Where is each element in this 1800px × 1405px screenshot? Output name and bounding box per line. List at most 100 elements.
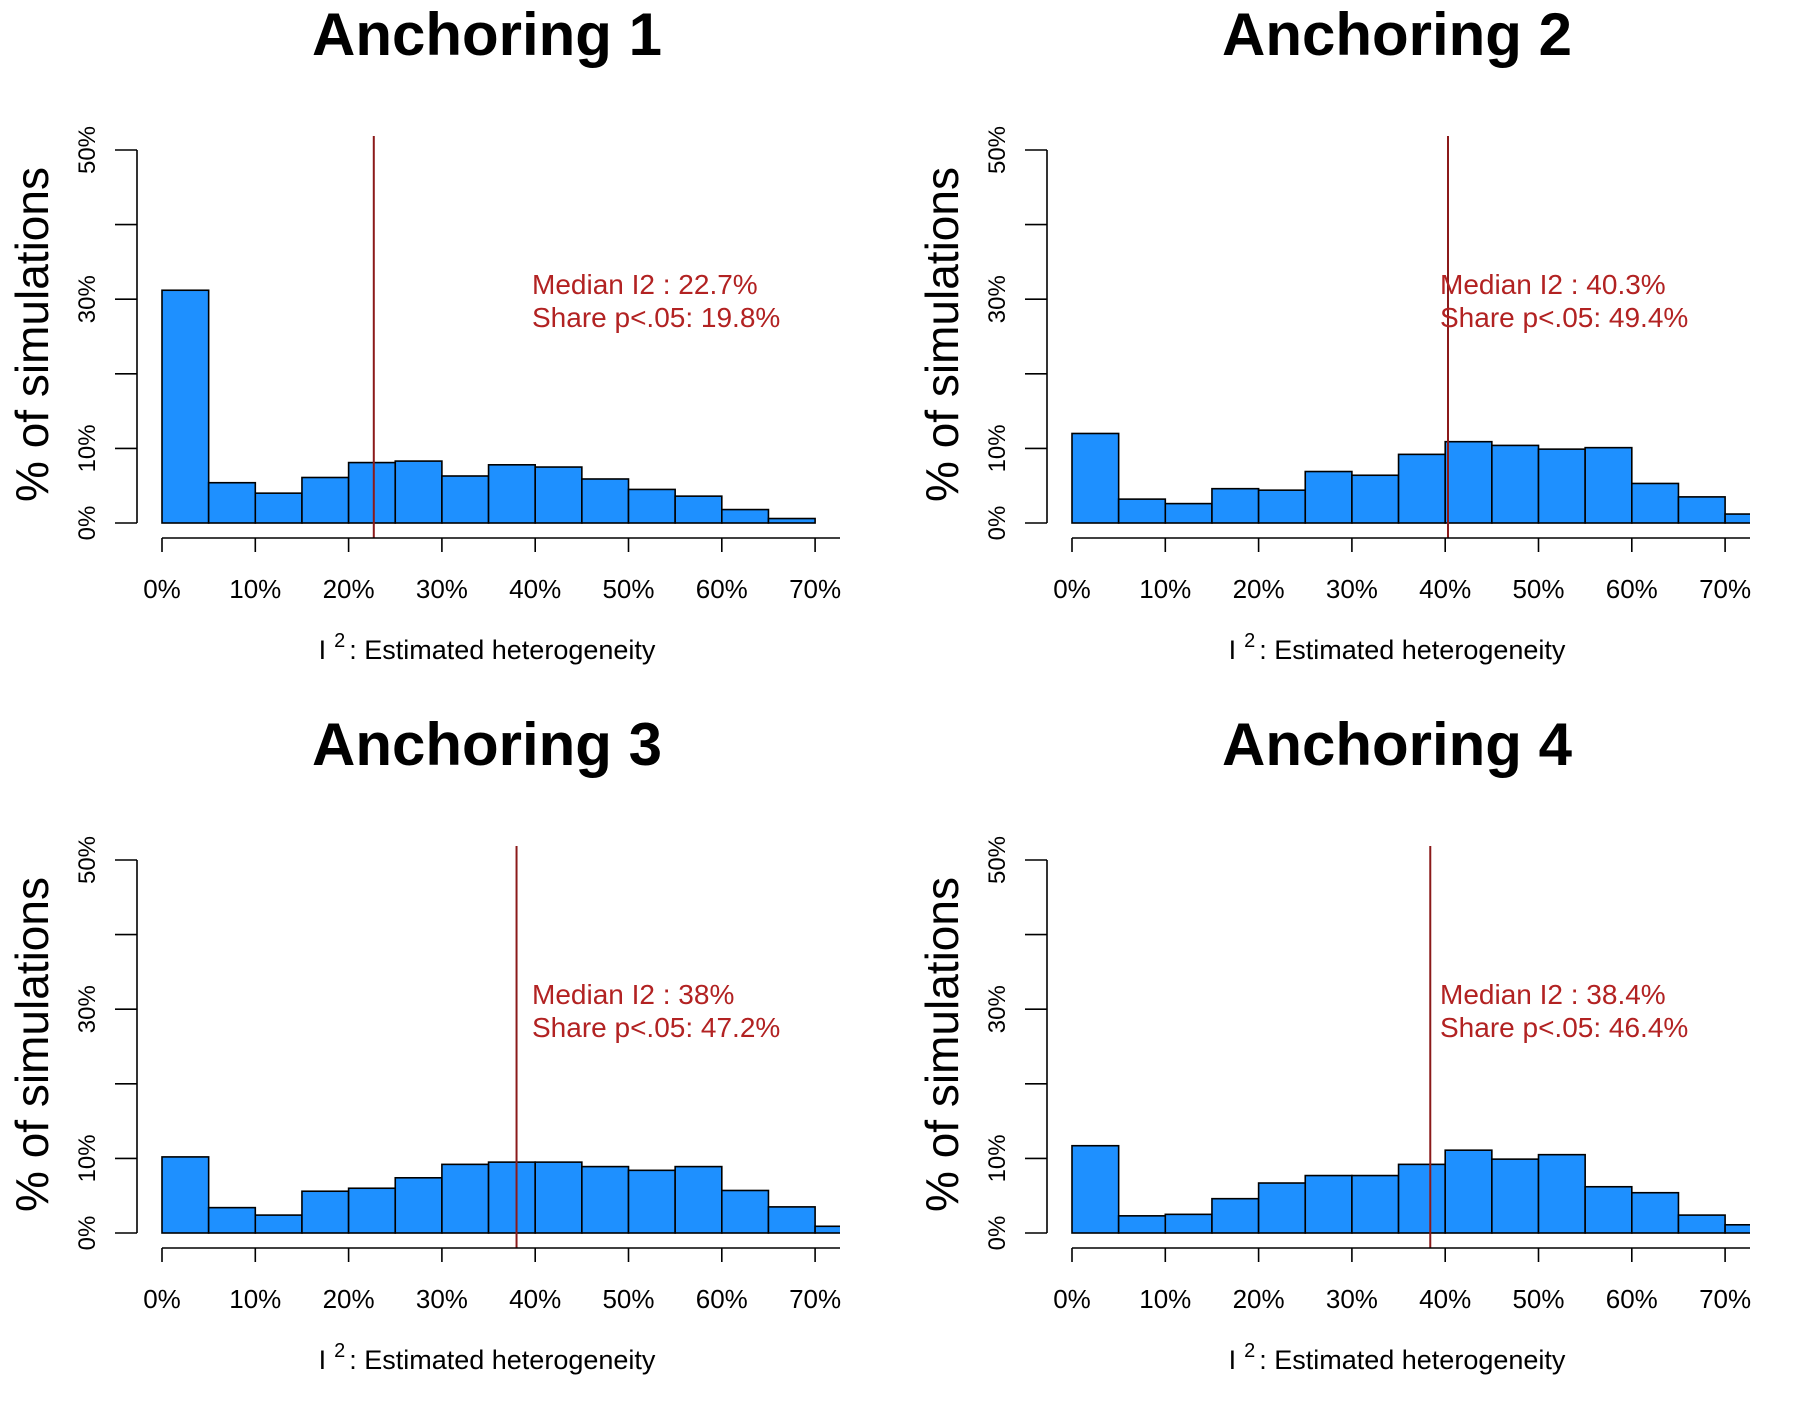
histogram-bar xyxy=(767,1206,816,1234)
histogram-bar xyxy=(1491,444,1540,524)
histogram-bar xyxy=(1491,1158,1540,1234)
histogram-bar xyxy=(301,1190,350,1234)
histogram-bar xyxy=(441,475,490,524)
median-annotation: Median I2 : 22.7% xyxy=(532,269,758,300)
x-tick-label: 20% xyxy=(1233,1284,1285,1314)
histogram-bar xyxy=(347,1187,397,1234)
histogram-bar xyxy=(1584,446,1633,524)
histogram-bar xyxy=(674,1165,723,1234)
histogram-bar xyxy=(207,1206,257,1234)
x-tick-label: 10% xyxy=(1139,1284,1191,1314)
histogram-bar xyxy=(1257,1182,1307,1234)
x-tick-label: 40% xyxy=(1419,1284,1471,1314)
x-axis-label-main: I xyxy=(1229,635,1237,665)
histogram-bar xyxy=(581,1165,630,1234)
histogram-bar xyxy=(1117,498,1167,524)
histogram-bar xyxy=(1304,470,1353,524)
y-axis-label: % of simulations xyxy=(6,877,58,1212)
x-tick-label: 30% xyxy=(416,1284,468,1314)
y-tick-label: 50% xyxy=(984,126,1011,174)
x-axis-label-rest: : Estimated heterogeneity xyxy=(349,635,656,665)
histogram-bar xyxy=(627,488,676,524)
x-axis-label-main: I xyxy=(1229,1345,1237,1375)
x-tick-label: 0% xyxy=(1053,1284,1091,1314)
histogram-bar xyxy=(254,1214,303,1234)
x-tick-label: 70% xyxy=(1699,574,1751,604)
y-axis-label: % of simulations xyxy=(916,877,968,1212)
share-annotation: Share p<.05: 49.4% xyxy=(1440,302,1688,333)
y-tick-label: 0% xyxy=(74,1216,101,1251)
x-axis-label-rest: : Estimated heterogeneity xyxy=(349,1345,656,1375)
histogram-bar xyxy=(534,1161,583,1234)
x-tick-label: 30% xyxy=(416,574,468,604)
bars xyxy=(161,1156,840,1234)
x-tick-label: 20% xyxy=(323,1284,375,1314)
chart-title: Anchoring 2 xyxy=(1222,1,1572,68)
x-axis-label-rest: : Estimated heterogeneity xyxy=(1259,1345,1566,1375)
x-tick-label: 70% xyxy=(1699,1284,1751,1314)
x-tick-label: 40% xyxy=(1419,574,1471,604)
y-tick-label: 30% xyxy=(984,275,1011,323)
median-annotation: Median I2 : 40.3% xyxy=(1440,269,1666,300)
histogram-bar xyxy=(207,481,257,524)
x-tick-label: 30% xyxy=(1326,574,1378,604)
x-tick-label: 60% xyxy=(1606,1284,1658,1314)
x-tick-label: 10% xyxy=(1139,574,1191,604)
histogram-bar xyxy=(1397,1163,1446,1234)
bars xyxy=(1071,432,1750,524)
histogram-bar xyxy=(720,508,770,524)
chart-panel-4: Anchoring 4 % of simulations Median I2 : 3… xyxy=(916,711,1751,1375)
histogram-bar xyxy=(1351,1174,1400,1234)
histogram-bar xyxy=(674,495,723,524)
x-tick-label: 10% xyxy=(229,574,281,604)
median-annotation: Median I2 : 38% xyxy=(532,979,734,1010)
y-tick-label: 30% xyxy=(74,985,101,1033)
histogram-bar xyxy=(1677,1214,1726,1234)
histogram-bar xyxy=(1724,513,1750,524)
x-axis-label-sup: 2 xyxy=(334,630,345,652)
x-axis-label-sup: 2 xyxy=(1244,630,1255,652)
bars xyxy=(1071,1144,1750,1234)
chart-panel-2: Anchoring 2 % of simulations Median I2 : 4… xyxy=(916,1,1751,665)
histogram-bar xyxy=(394,1176,443,1234)
y-tick-label: 50% xyxy=(74,126,101,174)
histogram-bar xyxy=(1211,487,1260,524)
histogram-bar xyxy=(1630,1191,1680,1234)
y-tick-label: 10% xyxy=(74,1134,101,1182)
y-axis-label: % of simulations xyxy=(6,167,58,502)
chart-panel-3: Anchoring 3 % of simulations Median I2 : 3… xyxy=(6,711,841,1375)
share-annotation: Share p<.05: 47.2% xyxy=(532,1012,780,1043)
x-tick-label: 20% xyxy=(1233,574,1285,604)
histogram-bar xyxy=(301,476,350,524)
histogram-bar xyxy=(1584,1185,1633,1234)
x-tick-label: 0% xyxy=(1053,574,1091,604)
x-axis-label-main: I xyxy=(319,1345,327,1375)
chart-title: Anchoring 4 xyxy=(1222,711,1573,778)
x-tick-label: 50% xyxy=(1512,574,1564,604)
x-axis-label-rest: : Estimated heterogeneity xyxy=(1259,635,1566,665)
y-tick-label: 10% xyxy=(984,424,1011,472)
histogram-bar xyxy=(254,492,303,524)
y-axis-label: % of simulations xyxy=(916,167,968,502)
x-tick-label: 70% xyxy=(789,574,841,604)
median-annotation: Median I2 : 38.4% xyxy=(1440,979,1666,1010)
chart-title: Anchoring 3 xyxy=(312,711,662,778)
x-axis-label-sup: 2 xyxy=(1244,1340,1255,1362)
y-tick-label: 10% xyxy=(74,424,101,472)
histogram-bar xyxy=(581,478,630,524)
x-tick-label: 60% xyxy=(696,574,748,604)
y-tick-label: 30% xyxy=(74,275,101,323)
histogram-bar xyxy=(720,1189,770,1234)
chart-panel-1: Anchoring 1 % of simulations Median I2 : 2… xyxy=(6,1,841,665)
x-tick-label: 50% xyxy=(602,1284,654,1314)
x-tick-label: 50% xyxy=(602,574,654,604)
x-tick-label: 40% xyxy=(509,574,561,604)
histogram-bar xyxy=(1724,1223,1750,1234)
histogram-bar xyxy=(1164,502,1213,524)
y-tick-label: 0% xyxy=(984,506,1011,541)
histogram-bar xyxy=(487,464,536,524)
histogram-bar xyxy=(1397,453,1446,524)
